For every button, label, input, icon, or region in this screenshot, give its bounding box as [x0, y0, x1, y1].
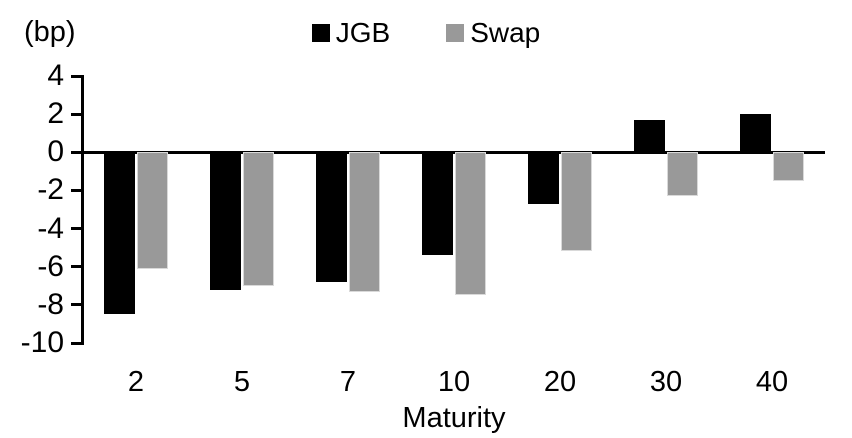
legend-label-swap: Swap [470, 17, 541, 48]
y-tick-mark [71, 265, 84, 269]
y-tick-label: -6 [37, 249, 64, 283]
y-tick-label: -4 [37, 211, 64, 245]
y-tick-mark [71, 150, 84, 154]
bar-swap-5 [243, 152, 274, 286]
bar-jgb-40 [740, 114, 771, 153]
bar-jgb-2 [104, 152, 135, 315]
x-tick-label: 10 [437, 366, 471, 398]
y-tick-mark [71, 227, 84, 231]
legend-label-jgb: JGB [335, 17, 391, 48]
bar-jgb-5 [210, 152, 241, 290]
y-tick-label: -8 [37, 287, 64, 321]
y-tick-mark [71, 112, 84, 116]
y-tick-mark [71, 303, 84, 307]
x-tick-label: 30 [649, 366, 683, 398]
bar-jgb-20 [528, 152, 559, 204]
y-tick-label: 4 [47, 59, 64, 92]
zero-axis-line [81, 150, 825, 154]
legend-swatch-jgb-icon [311, 24, 330, 42]
y-tick-mark [71, 188, 84, 192]
bar-swap-10 [455, 152, 486, 296]
y-axis-line [81, 74, 84, 345]
y-tick-label: 2 [47, 97, 64, 131]
x-tick-label: 2 [127, 366, 145, 398]
legend: JGB Swap [0, 18, 852, 48]
bar-swap-7 [349, 152, 380, 292]
y-tick-label: -10 [20, 326, 64, 359]
legend-item-swap: Swap [446, 18, 540, 48]
x-tick-label: 5 [233, 366, 251, 398]
x-tick-label: 7 [339, 366, 357, 398]
bar-jgb-30 [634, 119, 665, 153]
y-tick-mark [71, 74, 84, 78]
y-tick-label: 0 [47, 135, 64, 169]
bar-swap-30 [667, 152, 698, 197]
legend-item-jgb: JGB [311, 17, 391, 48]
x-tick-label: 20 [543, 366, 577, 398]
y-axis-unit-label: (bp) [24, 16, 76, 48]
bar-jgb-10 [422, 152, 453, 256]
bar-swap-20 [561, 152, 592, 252]
bar-swap-40 [773, 152, 804, 181]
y-tick-mark [71, 341, 84, 345]
x-axis-title: Maturity [402, 402, 506, 434]
legend-swatch-swap-icon [446, 24, 465, 42]
x-tick-label: 40 [755, 366, 789, 398]
y-tick-label: -2 [37, 173, 64, 207]
bar-swap-2 [137, 152, 168, 269]
bar-jgb-7 [316, 152, 347, 282]
